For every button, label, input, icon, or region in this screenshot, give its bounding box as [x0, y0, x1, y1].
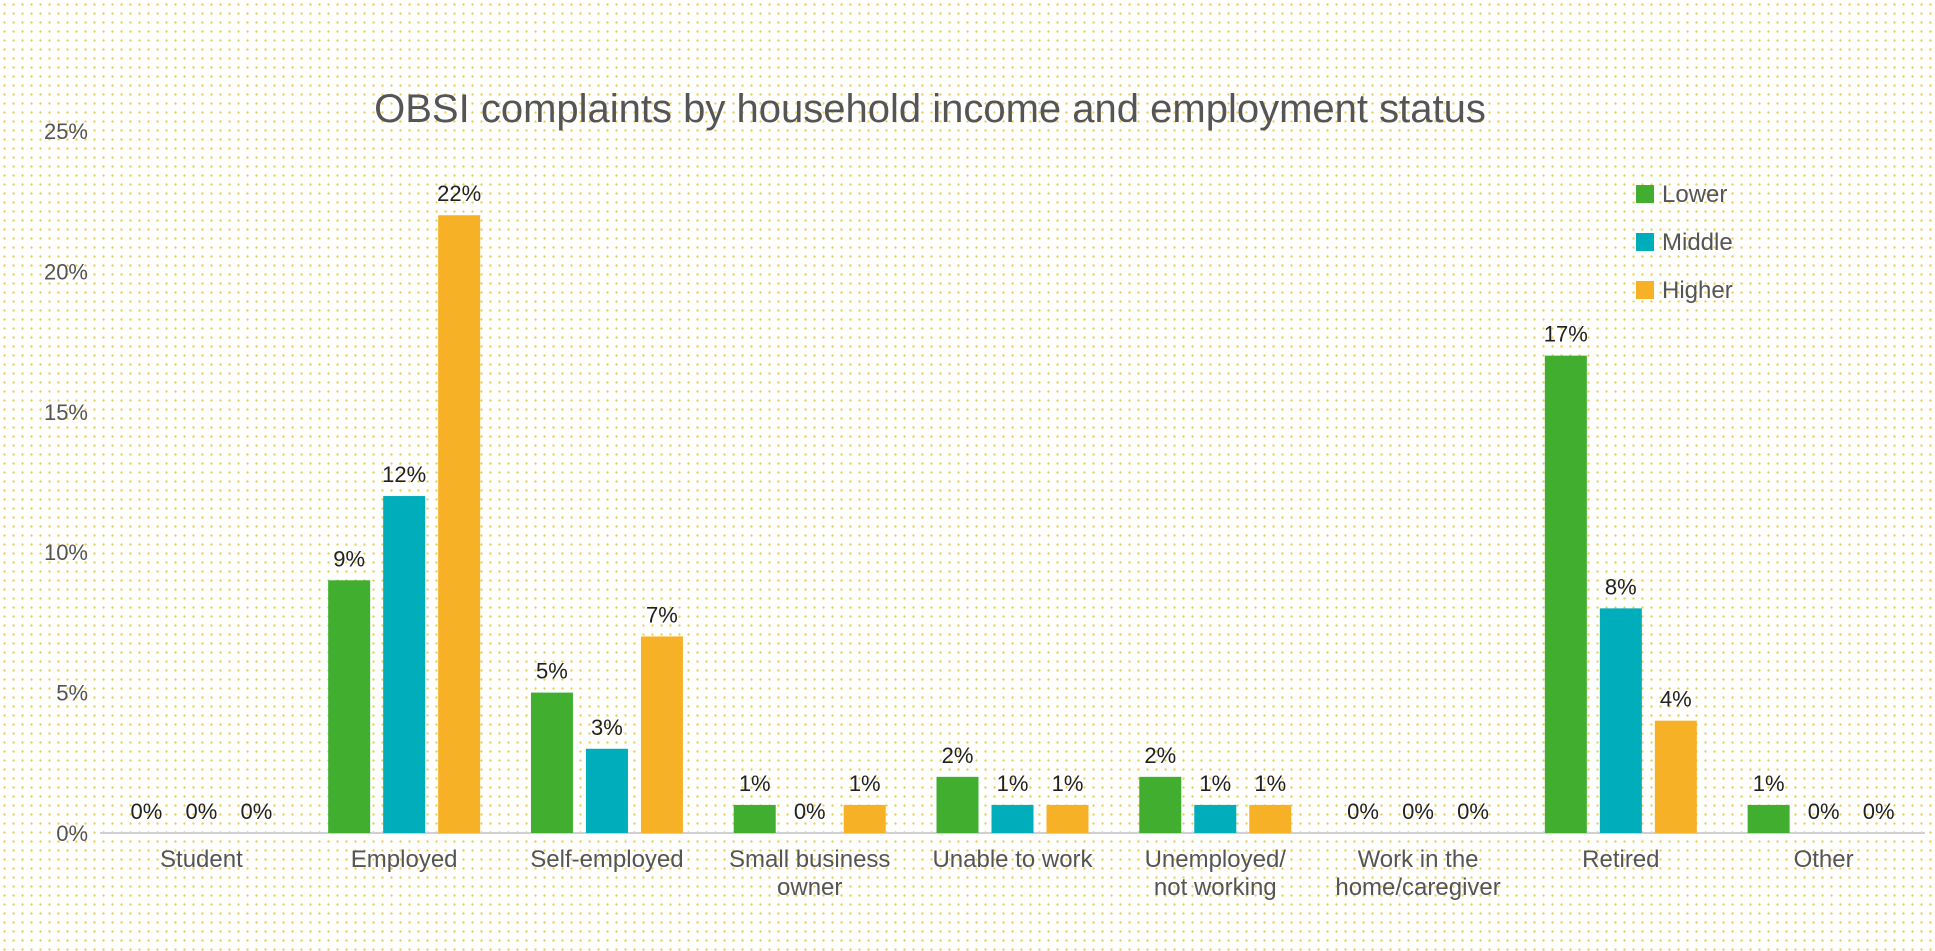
bar-higher: [640, 636, 683, 833]
y-tick-label: 25%: [44, 119, 88, 144]
data-label: 1%: [849, 771, 881, 796]
data-label: 1%: [1052, 771, 1084, 796]
bar-lower: [733, 804, 776, 833]
data-label: 7%: [646, 602, 678, 627]
legend: Lower Middle Higher: [1636, 181, 1733, 304]
bar-middle: [991, 804, 1034, 833]
data-label: 0%: [1402, 799, 1434, 824]
bar-lower: [328, 580, 371, 833]
x-tick-label: Student: [160, 846, 243, 873]
bar-lower: [1139, 776, 1182, 833]
data-label: 0%: [1863, 799, 1895, 824]
bar-higher: [438, 215, 481, 834]
data-labels: 0% 0% 0% 9% 12% 22% 5% 3% 7% 1% 0% 1% 2% 1% 1% 2% 1% 1% 0%…: [130, 181, 1894, 824]
x-tick-label: home/caregiver: [1335, 874, 1500, 901]
data-label: 0%: [130, 799, 162, 824]
x-tick-label: Employed: [351, 846, 458, 873]
data-label: 1%: [1199, 771, 1231, 796]
legend-label: Higher: [1662, 277, 1733, 304]
data-label: 0%: [794, 799, 826, 824]
x-tick-label: Unemployed/: [1145, 846, 1287, 873]
bar-middle: [383, 496, 426, 833]
bar-lower: [1544, 355, 1587, 833]
x-tick-label: Small business: [729, 846, 890, 873]
y-tick-label: 20%: [44, 259, 88, 284]
bars: [328, 215, 1790, 834]
data-label: 4%: [1660, 687, 1692, 712]
data-label: 3%: [591, 715, 623, 740]
data-label: 12%: [382, 462, 426, 487]
data-label: 0%: [185, 799, 217, 824]
bar-higher: [1249, 804, 1292, 833]
data-label: 8%: [1605, 574, 1637, 599]
data-label: 2%: [942, 743, 974, 768]
data-label: 17%: [1544, 322, 1588, 347]
x-tick-label: not working: [1154, 874, 1277, 901]
data-label: 1%: [1254, 771, 1286, 796]
bar-higher: [1654, 720, 1697, 833]
data-label: 2%: [1144, 743, 1176, 768]
x-tick-label: Retired: [1582, 846, 1659, 873]
bar-middle: [1599, 608, 1642, 833]
data-label: 1%: [997, 771, 1029, 796]
y-tick-label: 15%: [44, 400, 88, 425]
bar-higher: [1046, 804, 1089, 833]
data-label: 1%: [1753, 771, 1785, 796]
y-axis: 0% 5% 10% 15% 20% 25%: [44, 119, 88, 846]
y-tick-label: 10%: [44, 540, 88, 565]
x-tick-label: Unable to work: [932, 846, 1093, 873]
legend-swatch: [1636, 233, 1654, 251]
legend-label: Middle: [1662, 229, 1733, 256]
data-label: 0%: [1347, 799, 1379, 824]
data-label: 0%: [1457, 799, 1489, 824]
legend-swatch: [1636, 185, 1654, 203]
data-label: 0%: [240, 799, 272, 824]
data-label: 5%: [536, 659, 568, 684]
legend-swatch: [1636, 281, 1654, 299]
data-label: 9%: [333, 546, 365, 571]
legend-label: Lower: [1662, 181, 1727, 208]
bar-middle: [1194, 804, 1237, 833]
chart-title: OBSI complaints by household income and …: [374, 87, 1486, 131]
x-tick-label: Self-employed: [530, 846, 683, 873]
bar-middle: [585, 748, 628, 833]
bar-lower: [530, 692, 573, 833]
data-label: 0%: [1808, 799, 1840, 824]
y-tick-label: 0%: [56, 821, 88, 846]
x-tick-label: owner: [777, 874, 842, 901]
data-label: 22%: [437, 181, 481, 206]
data-label: 1%: [739, 771, 771, 796]
x-tick-label: Work in the: [1358, 846, 1479, 873]
y-tick-label: 5%: [56, 681, 88, 706]
bar-lower: [936, 776, 979, 833]
bar-higher: [843, 804, 886, 833]
x-axis: Student Employed Self-employed Small busine…: [160, 846, 1854, 901]
x-tick-label: Other: [1794, 846, 1854, 873]
bar-lower: [1747, 804, 1790, 833]
